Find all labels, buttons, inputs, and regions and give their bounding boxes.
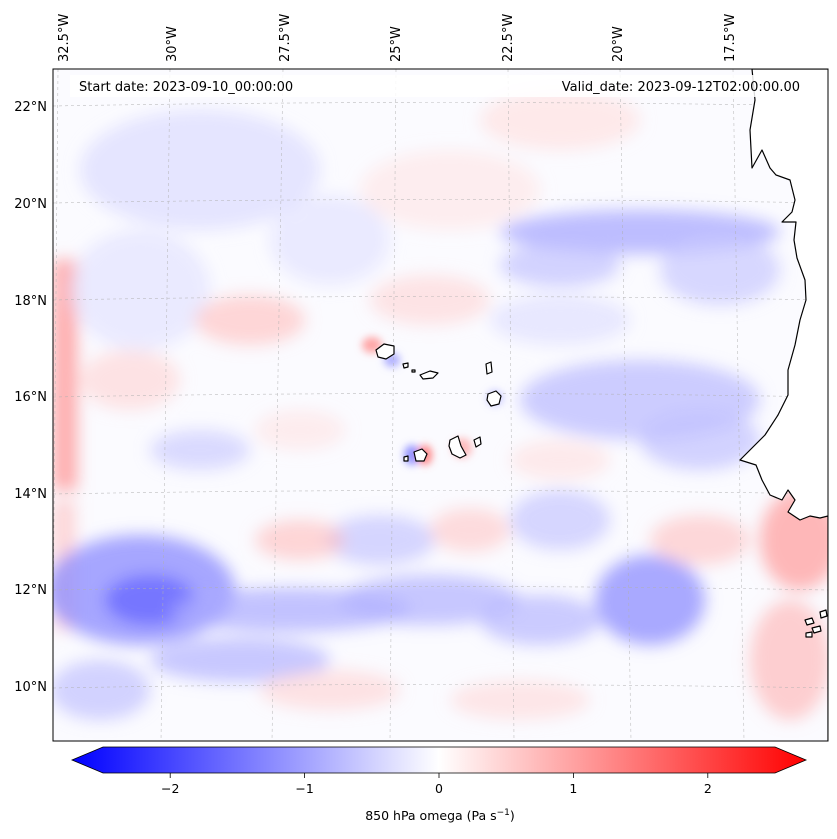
lat-labels: 22°N 20°N 18°N 16°N 14°N 12°N 10°N <box>14 100 47 695</box>
lat-label: 18°N <box>14 294 47 309</box>
island-sao-vicente <box>402 362 409 369</box>
header-band <box>70 75 810 97</box>
colorbar-tick-label: 1 <box>569 781 577 796</box>
graticule <box>53 69 828 741</box>
lon-label: 27.5°W <box>278 14 293 62</box>
island-santo-antao <box>375 343 395 360</box>
lon-label: 22.5°W <box>501 14 516 62</box>
map-panel: Start date: 2023-09-10_00:00:00 Valid_da… <box>53 69 828 741</box>
lon-labels: 32.5°W 30°W 27.5°W 25°W 22.5°W 20°W 17.5… <box>57 14 738 62</box>
colorbar-tick-label: −1 <box>295 781 313 796</box>
lat-label: 16°N <box>14 390 47 405</box>
colorbar-bar <box>70 746 808 774</box>
start-date-label: Start date: 2023-09-10_00:00:00 <box>79 80 293 95</box>
lat-label: 14°N <box>14 487 47 502</box>
lon-label: 30°W <box>165 26 180 62</box>
africa-coast <box>739 69 828 741</box>
colorbar: −2 −1 0 1 2 850 hPa omega (Pa s−1) <box>70 746 808 823</box>
colorbar-tick-label: 0 <box>435 781 443 796</box>
lon-label: 20°W <box>611 26 626 62</box>
bijagos-islands <box>804 609 828 638</box>
lat-label: 22°N <box>14 100 47 115</box>
valid-date-label: Valid_date: 2023-09-12T02:00:00.00 <box>562 80 800 95</box>
lon-label: 17.5°W <box>723 14 738 62</box>
island-santiago <box>448 435 467 459</box>
lat-label: 12°N <box>14 583 47 598</box>
lat-label: 20°N <box>14 197 47 212</box>
colorbar-tick-label: 2 <box>704 781 712 796</box>
omega-field <box>53 90 828 720</box>
island-maio <box>473 436 482 448</box>
lat-label: 10°N <box>14 680 47 695</box>
island-fogo <box>413 448 428 462</box>
lon-label: 25°W <box>389 26 404 62</box>
island-boa-vista <box>486 390 502 407</box>
coastline <box>375 69 828 741</box>
island-santa-luzia <box>411 369 416 373</box>
lon-label: 32.5°W <box>57 14 72 62</box>
colorbar-ticks: −2 −1 0 1 2 <box>161 773 712 796</box>
colorbar-label: 850 hPa omega (Pa s−1) <box>365 808 515 823</box>
island-sao-nicolau <box>419 370 439 380</box>
island-sal <box>485 361 493 375</box>
map-frame <box>52 68 829 742</box>
colorbar-tick-label: −2 <box>161 781 179 796</box>
island-brava <box>403 455 409 462</box>
